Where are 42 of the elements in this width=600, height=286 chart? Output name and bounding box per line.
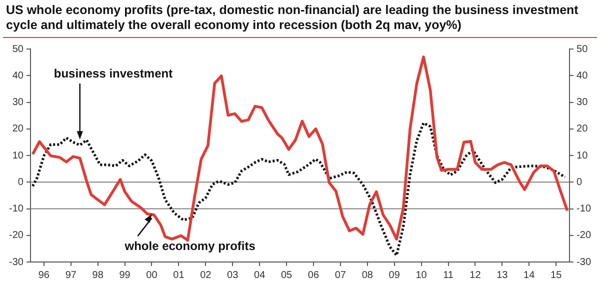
x-tick-label: 04 — [254, 270, 266, 281]
x-tick-label: 06 — [308, 270, 320, 281]
x-tick-label: 01 — [173, 270, 185, 281]
y-tick-label: 20 — [12, 124, 24, 135]
y2-tick-label: -30 — [576, 256, 592, 268]
y-tick-label: -30 — [9, 256, 24, 268]
chart-title: US whole economy profits (pre-tax, domestic non-financial) are leading the business investment cycle and ultimately the overall economy into recession (both 2q mav, yoy%) — [6, 3, 580, 33]
x-tick-label: 07 — [334, 270, 346, 281]
annotation: business investment — [54, 66, 173, 81]
x-tick-label: 08 — [362, 270, 374, 281]
y2-tick-label: 20 — [576, 124, 588, 135]
y-tick-label: -20 — [9, 230, 24, 242]
y-tick-label: 50 — [12, 44, 24, 55]
y-tick-label: 40 — [12, 70, 24, 82]
line-series — [31, 122, 566, 257]
x-tick-label: 11 — [443, 270, 454, 281]
y2-tick-label: 50 — [576, 44, 588, 55]
x-tick-label: 03 — [227, 270, 239, 281]
x-tick-label: 09 — [388, 270, 400, 281]
x-tick-label: 98 — [92, 270, 104, 281]
x-tick-label: 99 — [119, 270, 131, 281]
x-tick-label: 10 — [416, 270, 428, 281]
x-tick-label: 12 — [470, 270, 482, 281]
x-tick-label: 02 — [200, 270, 212, 281]
x-tick-label: 14 — [524, 270, 536, 281]
y-tick-label: 10 — [12, 150, 24, 162]
y2-tick-label: 30 — [576, 97, 588, 108]
x-tick-label: 00 — [146, 270, 158, 281]
y-tick-label: 0 — [18, 176, 24, 188]
y2-tick-label: 0 — [576, 176, 583, 188]
y2-tick-label: 10 — [576, 150, 588, 162]
x-tick-label: 15 — [550, 270, 562, 281]
y-tick-label: -10 — [9, 204, 24, 214]
x-tick-label: 13 — [496, 270, 508, 281]
y2-tick-label: -20 — [576, 230, 592, 242]
x-tick-label: 96 — [38, 270, 50, 281]
x-tick-label: 97 — [65, 270, 77, 281]
y2-tick-label: 40 — [576, 70, 588, 82]
annotation: whole economy profits — [124, 239, 256, 254]
y2-tick-label: -10 — [576, 204, 592, 214]
x-tick-label: 05 — [280, 270, 293, 281]
y-tick-label: 30 — [12, 97, 24, 108]
